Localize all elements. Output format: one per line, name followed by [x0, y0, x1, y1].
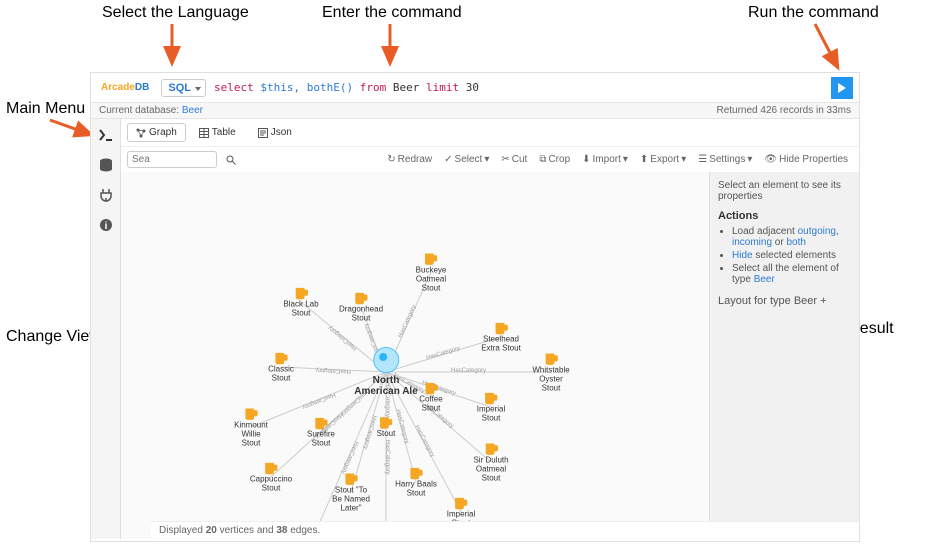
graph-node[interactable]: SteelheadExtra Stout [481, 321, 521, 354]
link-incoming[interactable]: incoming [732, 237, 772, 248]
graph-node[interactable]: ClassicStout [268, 351, 294, 384]
annotation-run-command: Run the command [748, 4, 879, 22]
graph-node[interactable]: DragonheadStout [339, 291, 383, 324]
db-label: Current database: [99, 105, 179, 116]
svg-text:HasCategory: HasCategory [302, 391, 337, 410]
json-icon [258, 128, 268, 138]
settings-button[interactable]: ☰ Settings ▾ [693, 152, 757, 167]
graph-node[interactable]: Stout [377, 415, 396, 439]
language-selector[interactable]: SQL [161, 79, 206, 97]
graph-icon [136, 128, 146, 138]
svg-text:HasCategory: HasCategory [340, 440, 360, 474]
topbar: ArcadeDB SQL select $this, bothE() from … [91, 73, 859, 103]
database-icon [99, 158, 113, 172]
tab-graph[interactable]: Graph [127, 123, 186, 142]
annotation-select-language: Select the Language [102, 4, 249, 22]
actions-title: Actions [718, 210, 851, 222]
graph-canvas[interactable]: HasCategoryHasCategoryHasCategoryHasCate… [121, 172, 709, 539]
cut-button[interactable]: ✂ Cut [496, 152, 532, 167]
result-status: Returned 426 records in 33ms [716, 105, 851, 116]
graph-node[interactable]: ImperialStout [477, 391, 505, 424]
graph-node[interactable]: Sir DuluthOatmealStout [473, 441, 508, 482]
search-icon [226, 155, 236, 165]
action-load-adjacent: Load adjacent outgoing, incoming or both [732, 226, 851, 248]
annotation-main-menu: Main Menu [6, 100, 85, 118]
annotation-enter-command: Enter the command [322, 4, 462, 22]
sidebar-terminal[interactable] [96, 125, 116, 145]
toolbar-row: ↻ Redraw ✓ Select ▾ ✂ Cut ⧉ Crop ⬇ Impor… [121, 147, 859, 172]
svg-text:HasCategory: HasCategory [451, 368, 486, 374]
graph-node[interactable]: WhitstableOysterStout [532, 351, 569, 392]
svg-text:HasCategory: HasCategory [413, 425, 435, 459]
graph-node[interactable]: BuckeyeOatmealStout [416, 251, 447, 292]
action-select-all: Select all the element of type Beer [732, 263, 851, 285]
sidebar-plugin[interactable] [96, 185, 116, 205]
db-name-link[interactable]: Beer [182, 105, 203, 116]
graph-node[interactable]: Harry BaalsStout [395, 466, 437, 499]
main-panel: Graph Table Json ↻ Redraw [121, 119, 859, 539]
graph-node[interactable]: CappuccinoStout [250, 461, 292, 494]
link-both[interactable]: both [786, 237, 805, 248]
sidebar-database[interactable] [96, 155, 116, 175]
tab-table[interactable]: Table [190, 123, 245, 142]
plug-icon [99, 188, 113, 202]
redraw-button[interactable]: ↻ Redraw [382, 152, 437, 167]
export-button[interactable]: ⬆ Export ▾ [635, 152, 691, 167]
app-window: ArcadeDB SQL select $this, bothE() from … [90, 72, 860, 542]
graph-node[interactable]: Black LabStout [283, 286, 318, 319]
tab-json[interactable]: Json [249, 123, 301, 142]
search-button[interactable] [221, 153, 241, 167]
graph-node[interactable]: Stout "ToBe NamedLater" [332, 471, 370, 512]
annotation-change-view: Change View [6, 328, 101, 346]
import-button[interactable]: ⬇ Import ▾ [577, 152, 633, 167]
footer-status: Displayed 20 vertices and 38 edges. [151, 521, 859, 539]
svg-text:HasCategory: HasCategory [426, 346, 461, 362]
hide-props-button[interactable]: 👁 Hide Properties [759, 152, 853, 167]
run-button[interactable] [831, 77, 853, 99]
properties-panel: Select an element to see its properties … [709, 172, 859, 539]
sidebar: i [91, 119, 121, 539]
link-hide[interactable]: Hide [732, 250, 753, 261]
play-icon [837, 83, 847, 93]
svg-text:HasCategory: HasCategory [394, 409, 409, 444]
svg-text:HasCategory: HasCategory [362, 415, 378, 450]
info-icon: i [99, 218, 113, 232]
crop-button[interactable]: ⧉ Crop [534, 152, 575, 167]
graph-node[interactable]: CoffeeStout [419, 381, 442, 414]
graph-node[interactable]: SurefireStout [307, 416, 335, 449]
search-input[interactable] [127, 151, 217, 168]
center-node[interactable]: NorthAmerican Ale [354, 347, 418, 397]
command-input[interactable]: select $this, bothE() from Beer limit 30 [206, 77, 831, 98]
props-intro: Select an element to see its properties [718, 180, 851, 202]
svg-text:HasCategory: HasCategory [384, 439, 390, 474]
sidebar-info[interactable]: i [96, 215, 116, 235]
graph-node[interactable]: KinmountWillieStout [234, 406, 268, 447]
select-button[interactable]: ✓ Select ▾ [439, 152, 494, 167]
terminal-icon [98, 127, 114, 143]
svg-text:HasCategory: HasCategory [398, 304, 418, 338]
action-hide: Hide selected elements [732, 250, 851, 261]
table-icon [199, 128, 209, 138]
logo: ArcadeDB [95, 82, 155, 93]
view-tabs: Graph Table Json [121, 119, 859, 147]
layout-type[interactable]: Layout for type Beer + [718, 295, 851, 307]
link-type-beer[interactable]: Beer [754, 274, 775, 285]
content-area: i Graph Table Json [91, 119, 859, 539]
svg-text:HasCategory: HasCategory [316, 367, 351, 375]
svg-text:i: i [104, 221, 107, 232]
status-bar: Current database: Beer Returned 426 reco… [91, 103, 859, 119]
link-outgoing[interactable]: outgoing [798, 226, 836, 237]
